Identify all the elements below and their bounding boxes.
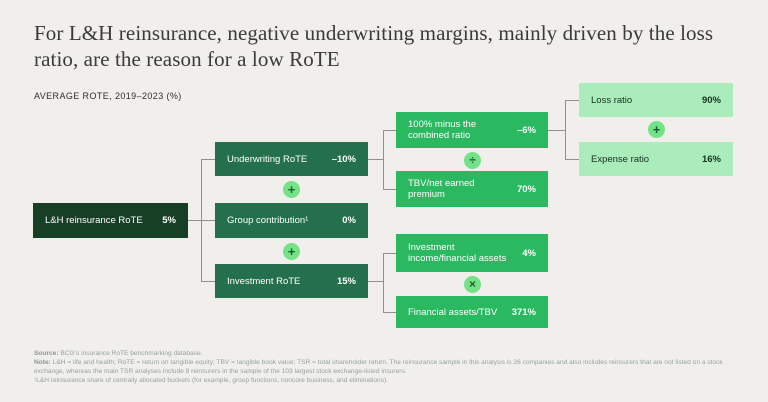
plus-icon: + xyxy=(648,121,665,138)
node-value: 0% xyxy=(342,215,356,226)
node-label: Investment income/financial assets xyxy=(408,242,507,264)
plus-icon: + xyxy=(283,243,300,260)
footnote-1: ¹L&H reinsurance share of centrally allo… xyxy=(34,377,389,384)
chart-subtitle: AVERAGE ROTE, 2019–2023 (%) xyxy=(34,91,182,101)
node-label: Underwriting RoTE xyxy=(227,153,308,165)
node-lh-reinsurance-rote: L&H reinsurance RoTE 5% xyxy=(33,203,188,238)
connector-line xyxy=(565,159,579,160)
connector-line xyxy=(383,189,396,190)
node-expense-ratio: Expense ratio 16% xyxy=(579,142,733,176)
connector-line xyxy=(383,253,384,312)
footnotes: Source: BCG’s insurance RoTE benchmarkin… xyxy=(34,349,748,385)
node-value: 90% xyxy=(701,94,721,106)
connector-line xyxy=(201,281,215,282)
node-value: 4% xyxy=(522,247,536,259)
node-investment-income-financial-assets: Investment income/financial assets 4% xyxy=(396,234,548,272)
node-investment-rote: Investment RoTE 15% xyxy=(215,264,368,298)
connector-line xyxy=(565,100,579,101)
node-value: 16% xyxy=(701,153,721,165)
connector-line xyxy=(368,159,383,160)
node-group-contribution: Group contribution¹ 0% xyxy=(215,203,368,238)
node-label: 100% minus the combined ratio xyxy=(408,119,477,141)
node-value: 371% xyxy=(511,306,536,318)
node-label: Financial assets/TBV xyxy=(408,306,498,318)
page-title: For L&H reinsurance, negative underwriti… xyxy=(34,21,714,71)
source-label: Source: xyxy=(34,350,59,357)
node-loss-ratio: Loss ratio 90% xyxy=(579,83,733,117)
connector-line xyxy=(383,312,396,313)
multiply-icon: × xyxy=(464,276,481,293)
node-value: 5% xyxy=(162,215,176,226)
node-underwriting-rote: Underwriting RoTE –10% xyxy=(215,142,368,176)
node-value: –10% xyxy=(331,153,356,165)
node-value: 70% xyxy=(516,183,536,195)
node-combined-ratio: 100% minus the combined ratio –6% xyxy=(396,112,548,148)
plus-icon: + xyxy=(283,181,300,198)
note-label: Note: xyxy=(34,359,51,366)
node-label: Group contribution¹ xyxy=(227,215,309,226)
note-text: L&H = life and health; RoTE = return on … xyxy=(34,359,723,375)
node-label: L&H reinsurance RoTE xyxy=(45,215,143,226)
node-label: TBV/net earned premium xyxy=(408,178,475,200)
node-label: Expense ratio xyxy=(591,153,650,165)
source-line: Source: BCG’s insurance RoTE benchmarkin… xyxy=(34,349,748,358)
connector-line xyxy=(201,159,215,160)
node-label: Investment RoTE xyxy=(227,275,301,287)
node-label: Loss ratio xyxy=(591,94,633,106)
connector-line xyxy=(368,281,383,282)
source-text: BCG’s insurance RoTE benchmarking databa… xyxy=(58,350,203,357)
connector-line xyxy=(383,253,396,254)
note-line: Note: L&H = life and health; RoTE = retu… xyxy=(34,358,748,376)
divide-icon: ÷ xyxy=(464,152,481,169)
connector-line xyxy=(383,130,396,131)
connector-line xyxy=(201,159,202,281)
connector-line xyxy=(383,130,384,190)
node-financial-assets-tbv: Financial assets/TBV 371% xyxy=(396,296,548,328)
node-tbv-net-earned-premium: TBV/net earned premium 70% xyxy=(396,171,548,207)
connector-line xyxy=(565,100,566,159)
connector-line xyxy=(548,130,565,131)
node-value: 15% xyxy=(336,275,356,287)
node-value: –6% xyxy=(516,124,536,136)
